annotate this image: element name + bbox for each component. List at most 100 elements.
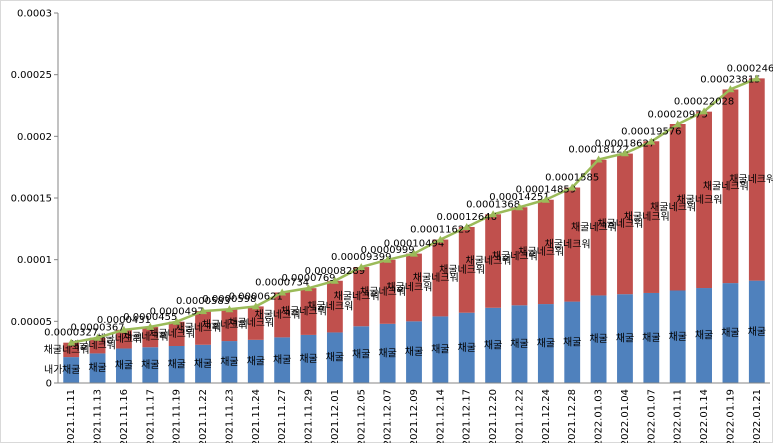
bar-segment	[617, 294, 633, 383]
x-tick-label: 2021.11.24	[251, 389, 262, 443]
line-marker	[594, 155, 603, 163]
bar-label: 채굴	[378, 347, 396, 359]
bar-segment	[247, 339, 264, 383]
bar-segment	[458, 312, 475, 383]
bar-label: 채굴	[405, 346, 423, 358]
bar-label: 채굴	[589, 333, 607, 345]
bar-segment	[748, 280, 765, 383]
bar-label: 채굴	[616, 333, 634, 345]
bar-segment	[326, 332, 343, 383]
bar-label: 채굴네크워크	[123, 330, 178, 343]
x-tick-label: 2022.01.03	[594, 389, 605, 443]
bar-segment	[142, 326, 159, 348]
line-label: 0.00018122	[568, 144, 628, 155]
x-tick-label: 2021.12.28	[567, 389, 578, 443]
bar-segment	[195, 311, 211, 345]
bar-segment	[353, 326, 370, 383]
y-tick-label: 0.00005	[11, 317, 52, 328]
x-tick-label: 2021.11.27	[277, 389, 288, 443]
bar-label: 채굴	[642, 332, 660, 344]
line-marker	[436, 235, 445, 243]
x-tick-label: 2021.11.19	[172, 389, 183, 443]
bar-segment	[485, 307, 502, 383]
line-label: 0.00024692	[727, 63, 773, 74]
annotation: 내가	[44, 364, 62, 376]
x-tick-label: 2021.12.07	[383, 389, 394, 443]
bar-segment	[748, 78, 765, 281]
x-tick-label: 2022.01.04	[620, 389, 631, 443]
bar-label: 채굴네크워크	[597, 217, 652, 230]
y-tick-label: 0.00025	[11, 70, 52, 81]
y-tick-label: 0	[46, 379, 52, 390]
line-label: 0.00014859	[516, 185, 576, 196]
bar-segment	[221, 309, 238, 342]
bar-segment	[379, 259, 396, 324]
line-marker	[251, 302, 260, 310]
bar-segment	[696, 288, 712, 383]
bar-segment	[590, 295, 607, 383]
x-tick-label: 2021.12.17	[462, 389, 473, 443]
line-label: 0.0001368	[466, 199, 520, 210]
bar-segment	[696, 111, 712, 289]
bar-segment	[89, 337, 106, 354]
bar-segment	[274, 292, 291, 338]
bar-label: 채굴네크워크	[545, 238, 600, 251]
line-label: 0.0000497	[150, 307, 204, 318]
line-label: 0.0000367	[71, 323, 125, 334]
bar-label: 채굴네크워크	[96, 332, 151, 345]
bar-segment	[195, 344, 211, 383]
x-tick-label: 2021.11.13	[93, 389, 104, 443]
bar-segment	[511, 305, 528, 383]
line-label: 0.00022028	[674, 96, 734, 107]
x-tick-label: 2021.11.17	[145, 389, 156, 443]
bar-segment	[537, 304, 554, 383]
bar-label: 채굴	[563, 336, 581, 348]
bar-segment	[168, 346, 185, 383]
bar-segment	[458, 226, 475, 313]
bar-label: 채굴	[458, 342, 476, 354]
bar-label: 채굴네크워크	[703, 179, 758, 192]
bar-label: 채굴네크워크	[175, 321, 230, 334]
bar-label: 채굴네크워크	[70, 339, 125, 352]
bar-label: 채굴네크워크	[492, 249, 547, 262]
line-label: 0.0000999	[361, 245, 415, 256]
line-label: 0.00018627	[595, 138, 655, 149]
bar-label: 채굴네크워크	[439, 263, 494, 276]
y-tick-label: 0.00015	[11, 194, 52, 205]
line-label: 0.0000583	[176, 296, 230, 307]
bar-label: 채굴네크워크	[334, 290, 389, 303]
x-tick-label: 2022.01.21	[752, 389, 763, 443]
bar-segment	[432, 239, 449, 317]
line-marker	[67, 338, 76, 346]
line-marker	[462, 223, 471, 231]
line-marker	[304, 284, 313, 292]
bar-segment	[432, 316, 449, 383]
line-label: 0.00023815	[700, 74, 760, 85]
bar-label: 채굴네크워크	[676, 193, 731, 206]
bar-segment	[406, 321, 422, 383]
line-label: 0.00012646	[437, 212, 497, 223]
bar-label: 채굴	[88, 362, 106, 374]
bar-segment	[669, 124, 686, 291]
bar-segment	[722, 283, 739, 383]
bar-segment	[300, 288, 317, 335]
line-label: 0.00019576	[621, 127, 681, 138]
x-tick-label: 2021.12.05	[356, 389, 367, 443]
x-tick-label: 2021.12.14	[435, 389, 446, 443]
line-marker	[357, 263, 366, 271]
bar-label: 채굴네크워크	[413, 271, 468, 284]
line-marker	[278, 288, 287, 296]
bar-label: 채굴	[537, 338, 555, 350]
bar-segment	[643, 292, 660, 383]
bar-segment	[116, 329, 132, 349]
x-tick-label: 2021.12.09	[409, 389, 420, 443]
x-tick-label: 2021.11.11	[66, 389, 77, 443]
x-tick-label: 2021.11.23	[224, 389, 235, 443]
x-tick-label: 2021.11.22	[198, 389, 209, 443]
x-tick-label: 2022.01.19	[725, 389, 736, 443]
bar-segment	[353, 267, 370, 327]
bar-segment	[221, 341, 238, 383]
line-marker	[541, 195, 550, 203]
line-label: 0.0001585	[545, 173, 599, 184]
x-tick-label: 2021.11.16	[119, 389, 130, 443]
